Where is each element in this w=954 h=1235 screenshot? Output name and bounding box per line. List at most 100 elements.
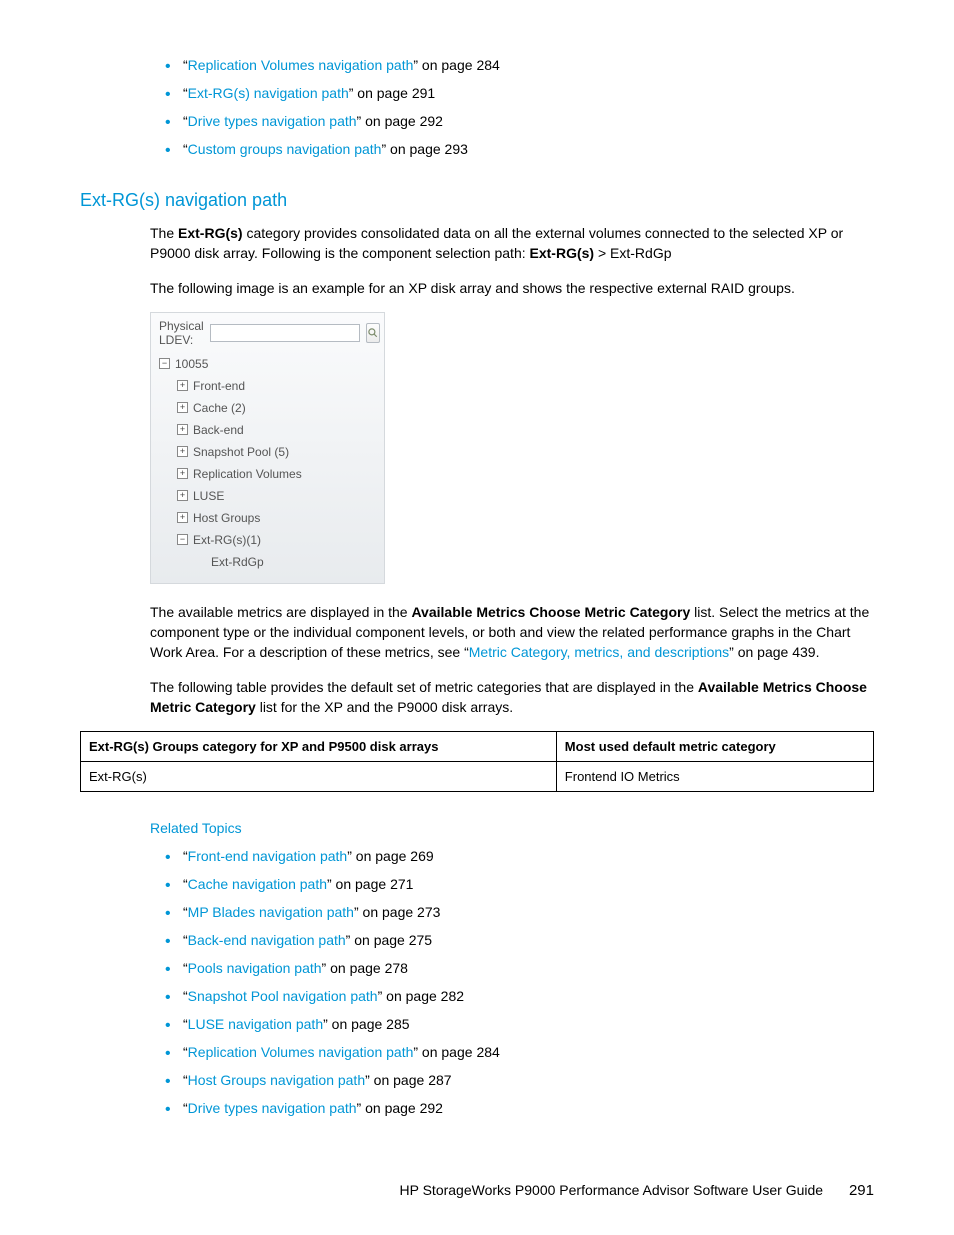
expand-icon[interactable]: +: [177, 446, 188, 457]
collapse-icon[interactable]: −: [159, 358, 170, 369]
tree-label: Host Groups: [193, 511, 260, 525]
page-ref: 282: [441, 988, 464, 1004]
expand-icon[interactable]: +: [177, 380, 188, 391]
list-item: “Drive types navigation path” on page 29…: [165, 111, 874, 132]
on-page-text: on page: [418, 57, 476, 73]
list-item: “Replication Volumes navigation path” on…: [165, 55, 874, 76]
page-ref: 293: [445, 141, 468, 157]
table-cell: Frontend IO Metrics: [556, 762, 873, 792]
page-ref: 271: [390, 876, 413, 892]
after-tree-paragraph-2: The following table provides the default…: [150, 677, 874, 718]
text: The: [150, 225, 178, 241]
link-front-end[interactable]: Front-end navigation path: [188, 848, 348, 864]
table-cell: Ext-RG(s): [81, 762, 557, 792]
link-ext-rgs[interactable]: Ext-RG(s) navigation path: [188, 85, 349, 101]
tree-search-input[interactable]: [210, 324, 360, 342]
on-page-text: on page: [386, 141, 444, 157]
tree-node-frontend[interactable]: + Front-end: [177, 375, 376, 397]
list-item: “Back-end navigation path” on page 275: [165, 930, 874, 951]
on-page-text: on page: [359, 904, 417, 920]
list-item: “Ext-RG(s) navigation path” on page 291: [165, 83, 874, 104]
bold-text: Ext-RG(s): [530, 245, 595, 261]
tree-leaf-extrdgp[interactable]: Ext-RdGp: [177, 551, 376, 573]
tree-root[interactable]: − 10055: [159, 353, 376, 375]
list-item: “Front-end navigation path” on page 269: [165, 846, 874, 867]
tree-node-backend[interactable]: + Back-end: [177, 419, 376, 441]
expand-icon[interactable]: +: [177, 424, 188, 435]
link-custom-groups[interactable]: Custom groups navigation path: [188, 141, 382, 157]
tree-node-luse[interactable]: + LUSE: [177, 485, 376, 507]
list-item: “Drive types navigation path” on page 29…: [165, 1098, 874, 1119]
after-tree-paragraph-1: The available metrics are displayed in t…: [150, 602, 874, 663]
search-button[interactable]: [366, 323, 380, 343]
page-ref: 292: [420, 113, 443, 129]
page-ref: 287: [428, 1072, 451, 1088]
link-luse[interactable]: LUSE navigation path: [188, 1016, 323, 1032]
tree-node-snapshot[interactable]: +Snapshot Pool (5): [177, 441, 376, 463]
intro-paragraph-1: The Ext-RG(s) category provides consolid…: [150, 223, 874, 264]
link-drive-types[interactable]: Drive types navigation path: [188, 113, 357, 129]
on-page-text: on page: [328, 1016, 386, 1032]
page-ref: 273: [417, 904, 440, 920]
tree-children: + Front-end + Cache (2) + Back-end +Snapsho…: [159, 375, 376, 573]
on-page-text: on page: [326, 960, 384, 976]
link-back-end[interactable]: Back-end navigation path: [188, 932, 346, 948]
on-page-text: on page: [361, 1100, 419, 1116]
tree-widget: Physical LDEV: − 10055 + Front-end + Cache…: [150, 312, 385, 584]
link-replication-volumes[interactable]: Replication Volumes navigation path: [188, 1044, 414, 1060]
text: list for the XP and the P9000 disk array…: [256, 699, 513, 715]
footer-title: HP StorageWorks P9000 Performance Adviso…: [400, 1182, 824, 1198]
tree-label: Replication Volumes: [193, 467, 302, 481]
tree-node-extrgs[interactable]: −Ext-RG(s)(1): [177, 529, 376, 551]
collapse-icon[interactable]: −: [177, 534, 188, 545]
on-page-text: on page: [353, 85, 411, 101]
text: > Ext-RdGp: [594, 245, 671, 261]
table-row: Ext-RG(s) Frontend IO Metrics: [81, 762, 874, 792]
text: The available metrics are displayed in t…: [150, 604, 411, 620]
link-replication-volumes[interactable]: Replication Volumes navigation path: [188, 57, 414, 73]
link-pools[interactable]: Pools navigation path: [188, 960, 322, 976]
tree-search-label: Physical LDEV:: [159, 319, 204, 347]
table-header-2: Most used default metric category: [556, 732, 873, 762]
link-host-groups[interactable]: Host Groups navigation path: [188, 1072, 365, 1088]
page-ref: 292: [420, 1100, 443, 1116]
link-snapshot-pool[interactable]: Snapshot Pool navigation path: [188, 988, 378, 1004]
tree-label: Cache (2): [193, 401, 246, 415]
expand-icon[interactable]: +: [177, 512, 188, 523]
list-item: “Cache navigation path” on page 271: [165, 874, 874, 895]
bold-text: Ext-RG(s): [178, 225, 243, 241]
page-footer: HP StorageWorks P9000 Performance Adviso…: [400, 1182, 875, 1199]
intro-paragraph-2: The following image is an example for an…: [150, 278, 874, 298]
link-mp-blades[interactable]: MP Blades navigation path: [188, 904, 354, 920]
tree-label: Ext-RG(s)(1): [193, 533, 261, 547]
link-cache[interactable]: Cache navigation path: [188, 876, 327, 892]
expand-icon[interactable]: +: [177, 402, 188, 413]
metric-category-table: Ext-RG(s) Groups category for XP and P95…: [80, 731, 874, 792]
link-metric-category[interactable]: Metric Category, metrics, and descriptio…: [469, 644, 729, 660]
expand-icon[interactable]: +: [177, 468, 188, 479]
related-topics-heading: Related Topics: [150, 820, 874, 836]
page-ref: 275: [409, 932, 432, 948]
tree-label: Back-end: [193, 423, 244, 437]
on-page-text: on page: [370, 1072, 428, 1088]
on-page-text: on page: [350, 932, 408, 948]
list-item: “Pools navigation path” on page 278: [165, 958, 874, 979]
page-ref: 291: [412, 85, 435, 101]
table-header-row: Ext-RG(s) Groups category for XP and P95…: [81, 732, 874, 762]
list-item: “Custom groups navigation path” on page …: [165, 139, 874, 160]
tree-label: LUSE: [193, 489, 224, 503]
bold-text: Available Metrics Choose Metric Category: [411, 604, 690, 620]
tree-node-cache[interactable]: + Cache (2): [177, 397, 376, 419]
tree-node-hostgroups[interactable]: + Host Groups: [177, 507, 376, 529]
on-page-text: on page: [418, 1044, 476, 1060]
list-item: “Host Groups navigation path” on page 28…: [165, 1070, 874, 1091]
search-icon: [367, 327, 379, 339]
tree-search-row: Physical LDEV:: [159, 319, 376, 347]
page-ref: 269: [410, 848, 433, 864]
tree-label: Front-end: [193, 379, 245, 393]
page-number: 291: [849, 1182, 874, 1199]
link-drive-types[interactable]: Drive types navigation path: [188, 1100, 357, 1116]
on-page-text: on page: [382, 988, 440, 1004]
tree-node-replication[interactable]: + Replication Volumes: [177, 463, 376, 485]
expand-icon[interactable]: +: [177, 490, 188, 501]
